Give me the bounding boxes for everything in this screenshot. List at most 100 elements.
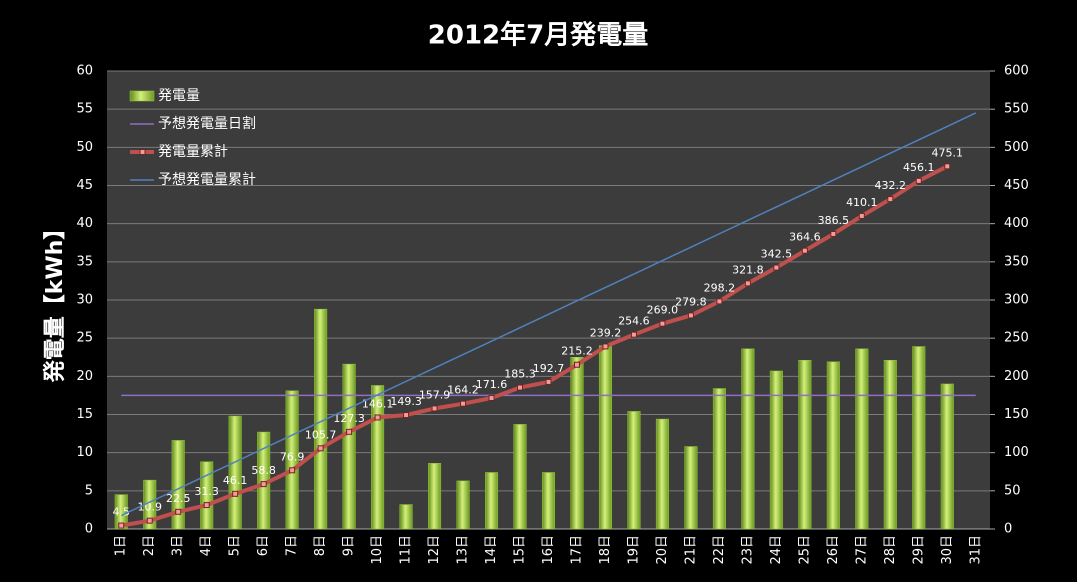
marker (175, 508, 182, 515)
bar (285, 390, 299, 530)
x-tick-label: 29日 (911, 535, 926, 565)
bar (456, 480, 470, 530)
y2-tick-label: 500 (1004, 140, 1029, 155)
y-tick-label: 5 (85, 483, 93, 498)
legend-marker (139, 149, 146, 155)
x-tick-label: 1日 (114, 535, 129, 556)
x-tick-label: 13日 (456, 535, 471, 565)
marker (403, 412, 410, 419)
marker (460, 400, 467, 407)
x-tick-label: 12日 (427, 535, 442, 565)
bar (371, 385, 385, 530)
y-tick-label: 10 (76, 445, 93, 460)
x-tick-label: 16日 (541, 535, 556, 565)
bar (826, 361, 840, 530)
bar (200, 461, 214, 530)
data-label: 321.8 (732, 263, 764, 276)
x-tick-label: 3日 (171, 535, 186, 556)
y-tick-label: 15 (76, 407, 93, 422)
bar (598, 345, 612, 530)
bar (428, 463, 442, 530)
data-label: 279.8 (675, 295, 707, 308)
x-tick-label: 30日 (940, 535, 955, 565)
data-label: 185.3 (504, 368, 536, 381)
data-label: 432.2 (875, 179, 907, 192)
x-tick-label: 6日 (256, 535, 271, 556)
x-tick-label: 2日 (142, 535, 157, 556)
data-label: 386.5 (818, 214, 850, 227)
bar (769, 370, 783, 530)
legend-swatch (129, 90, 155, 102)
line (120, 164, 949, 528)
marker (346, 428, 353, 435)
marker (203, 502, 210, 509)
x-tick-label: 25日 (797, 535, 812, 565)
marker (944, 163, 951, 170)
bar (485, 472, 499, 530)
bar (570, 357, 584, 530)
bar (883, 360, 897, 530)
marker (232, 490, 239, 497)
data-label: 475.1 (932, 146, 964, 159)
legend-label: 発電量 (158, 88, 200, 104)
marker (887, 196, 894, 203)
data-label: 171.6 (476, 378, 508, 391)
bar (171, 440, 185, 530)
y2-tick-label: 150 (1004, 407, 1029, 422)
marker (118, 522, 125, 529)
marker (801, 247, 808, 254)
marker (602, 343, 609, 350)
y-tick-label: 60 (76, 64, 93, 79)
chart-title: 2012年7月発電量 (428, 20, 648, 51)
data-label: 364.6 (789, 231, 821, 244)
y2-tick-label: 200 (1004, 369, 1029, 384)
y-tick-label: 35 (76, 254, 93, 269)
bar (228, 415, 242, 530)
data-label: 164.2 (447, 384, 479, 397)
data-label: 157.9 (419, 388, 451, 401)
x-tick-label: 8日 (313, 535, 328, 556)
x-tick-label: 21日 (683, 535, 698, 565)
marker (517, 384, 524, 391)
y2-tick-label: 50 (1004, 483, 1021, 498)
marker (545, 378, 552, 385)
x-tick-label: 10日 (370, 535, 385, 565)
marker (716, 298, 723, 305)
x-tick-label: 27日 (854, 535, 869, 565)
y2-tick-label: 450 (1004, 178, 1029, 193)
y2-tick-label: 350 (1004, 254, 1029, 269)
bar (513, 424, 527, 530)
marker (317, 445, 324, 452)
y-tick-label: 50 (76, 140, 93, 155)
marker (915, 177, 922, 184)
marker (744, 280, 751, 287)
marker (773, 264, 780, 271)
y-tick-label: 40 (76, 216, 93, 231)
data-label: 127.3 (333, 412, 365, 425)
legend-label: 予想発電量累計 (158, 172, 256, 188)
data-label: 4.5 (112, 506, 130, 519)
x-tick-label: 14日 (484, 535, 499, 565)
x-tick-label: 4日 (199, 535, 214, 556)
y2-tick-label: 300 (1004, 293, 1029, 308)
y-tick-label: 0 (85, 522, 93, 537)
bar (399, 504, 413, 530)
data-label: 76.9 (280, 450, 305, 463)
x-tick-label: 24日 (769, 535, 784, 565)
x-tick-label: 15日 (513, 535, 528, 565)
y2-tick-label: 0 (1004, 522, 1012, 537)
legend-label: 予想発電量日割 (158, 115, 256, 132)
data-label: 149.3 (390, 395, 422, 408)
data-label: 410.1 (846, 196, 878, 209)
marker (858, 212, 865, 219)
marker (687, 312, 694, 319)
y2-tick-label: 550 (1004, 102, 1029, 117)
data-label: 10.9 (137, 501, 162, 514)
marker (630, 331, 637, 338)
x-tick-label: 5日 (228, 535, 243, 556)
data-label: 58.8 (251, 464, 276, 477)
y2-tick-label: 100 (1004, 445, 1029, 460)
data-label: 269.0 (647, 304, 679, 317)
bar (342, 363, 356, 530)
